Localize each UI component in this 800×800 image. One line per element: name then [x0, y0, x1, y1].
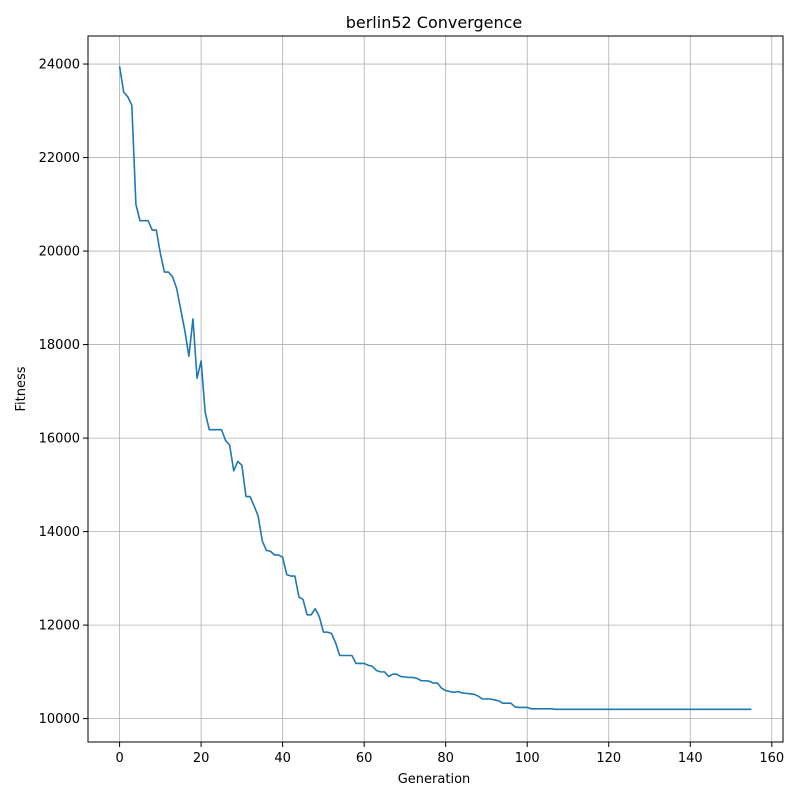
y-axis-title: Fitness [14, 366, 29, 411]
y-axis-ticks: 10000 12000 14000 16000 18000 20000 22000 24000 [39, 58, 88, 727]
y-tick-label: 18000 [39, 338, 80, 353]
x-tick-label: 20 [193, 751, 210, 766]
y-tick-label: 12000 [39, 619, 80, 634]
x-tick-label: 100 [515, 751, 540, 766]
x-tick-label: 40 [274, 751, 291, 766]
x-axis-ticks: 0 20 40 60 80 100 120 140 160 [115, 742, 784, 766]
y-tick-label: 10000 [39, 712, 80, 727]
x-tick-label: 160 [759, 751, 784, 766]
x-tick-label: 0 [115, 751, 123, 766]
x-tick-label: 120 [596, 751, 621, 766]
chart-title: berlin52 Convergence [346, 13, 523, 32]
y-tick-label: 14000 [39, 525, 80, 540]
y-tick-label: 20000 [39, 245, 80, 260]
plot-frame [87, 35, 784, 743]
y-tick-label: 16000 [39, 432, 80, 447]
y-tick-label: 24000 [39, 58, 80, 73]
y-tick-label: 22000 [39, 151, 80, 166]
x-tick-label: 80 [437, 751, 454, 766]
fitness-series-line [118, 66, 752, 711]
x-tick-label: 60 [356, 751, 373, 766]
grid-lines [88, 36, 783, 742]
x-axis-title: Generation [398, 772, 471, 787]
x-tick-label: 140 [678, 751, 703, 766]
